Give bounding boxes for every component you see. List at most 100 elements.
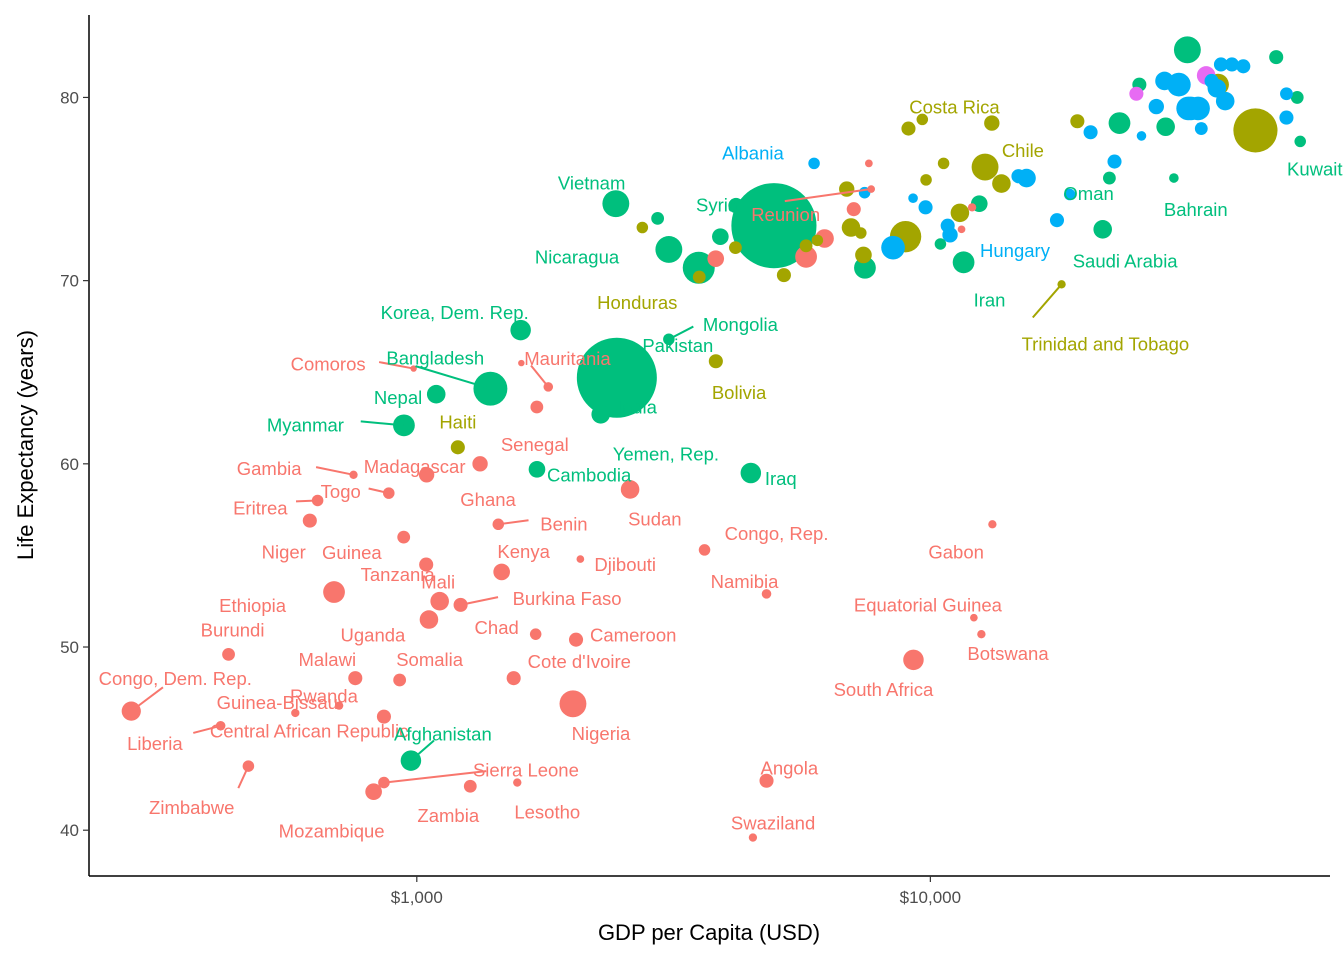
data-point [1215, 91, 1235, 111]
point-label: Malawi [299, 649, 357, 670]
point-label: Namibia [711, 571, 780, 592]
data-point [450, 440, 465, 455]
label-leader-line [530, 364, 550, 388]
point-label: Sierra Leone [473, 760, 579, 781]
data-point [1194, 122, 1208, 135]
point-label: Guinea [322, 542, 382, 563]
data-point [291, 708, 300, 718]
data-point [576, 337, 657, 418]
point-label: Rwanda [290, 686, 359, 707]
point-label: Togo [321, 481, 361, 502]
point-label: South Africa [834, 679, 934, 700]
point-label: Somalia [396, 649, 464, 670]
y-axis-title: Life Expectancy (years) [13, 330, 38, 560]
point-label: Angola [761, 758, 819, 779]
point-label: Chile [1002, 140, 1044, 161]
label-leader-line [237, 765, 250, 789]
x-tick-label: $1,000 [391, 888, 443, 907]
data-point [636, 221, 649, 234]
data-point [698, 544, 711, 556]
data-point [920, 174, 932, 186]
data-point [620, 480, 640, 499]
point-label: Cambodia [547, 464, 632, 485]
point-label: Ghana [460, 489, 516, 510]
point-label: Oman [1063, 183, 1113, 204]
data-point [712, 228, 729, 245]
point-label: Congo, Rep. [725, 523, 829, 544]
data-point [472, 456, 488, 472]
data-point [967, 203, 977, 212]
y-tick-label: 40 [60, 821, 79, 840]
data-point [934, 238, 947, 250]
point-label: Kuwait [1287, 158, 1343, 179]
label-leader-line [784, 188, 872, 203]
data-point [568, 632, 584, 647]
data-point [901, 121, 916, 136]
data-point [839, 181, 855, 197]
label-leader-line [360, 420, 405, 427]
data-point [418, 467, 435, 483]
point-label: Myanmar [267, 414, 344, 435]
data-point [1070, 114, 1085, 129]
point-label: Niger [262, 542, 306, 563]
point-label: Kenya [497, 541, 550, 562]
data-point [510, 319, 531, 341]
point-label: Congo, Dem. Rep. [99, 668, 252, 689]
data-point [365, 783, 382, 801]
point-label: Ethiopia [219, 595, 287, 616]
data-point [1279, 110, 1294, 125]
data-point [334, 701, 344, 710]
data-point [453, 597, 468, 612]
data-point [776, 268, 791, 283]
point-label: Zimbabwe [149, 797, 234, 818]
data-point [918, 200, 933, 215]
data-point [529, 628, 542, 640]
data-point [1294, 135, 1306, 148]
point-label: Uganda [341, 625, 407, 646]
point-label: Burkina Faso [513, 588, 622, 609]
point-label: Djibouti [594, 554, 656, 575]
point-label: Sudan [628, 508, 682, 529]
data-point [559, 690, 587, 718]
point-label: Cameroon [590, 625, 676, 646]
data-point [1155, 71, 1174, 91]
data-point [1108, 112, 1131, 134]
point-label: Nepal [374, 387, 422, 408]
data-point [916, 113, 929, 126]
data-point [707, 250, 725, 267]
data-point [1107, 154, 1122, 169]
data-point [1083, 125, 1098, 140]
point-label: Mozambique [279, 821, 385, 842]
point-label: Pakistan [642, 335, 713, 356]
point-label: Comoros [291, 354, 366, 375]
point-label: Bangladesh [386, 348, 484, 369]
label-leader-line [415, 365, 491, 390]
data-point [940, 218, 955, 233]
data-point [1236, 59, 1251, 74]
data-point [808, 157, 820, 170]
data-point [419, 557, 434, 572]
label-leader-line [460, 596, 499, 606]
data-point [748, 833, 758, 842]
data-point [759, 773, 774, 788]
data-point [1186, 96, 1210, 121]
point-label: Hungary [980, 240, 1051, 261]
data-point [682, 251, 715, 284]
data-point [1169, 173, 1179, 183]
point-label: Cote d'Ivoire [528, 651, 631, 672]
data-point [865, 159, 873, 168]
point-label: Bolivia [712, 382, 767, 403]
data-point [393, 673, 407, 687]
data-point [419, 610, 439, 629]
data-point [591, 405, 610, 424]
point-label: Madagascar [364, 456, 466, 477]
point-label: Yemen, Rep. [613, 443, 719, 464]
label-leader-line [410, 739, 435, 762]
data-point [426, 384, 446, 404]
data-point [463, 779, 477, 793]
data-point [937, 157, 950, 170]
data-point [430, 591, 449, 611]
data-point [692, 270, 706, 284]
data-point [651, 211, 665, 225]
label-leader-line [130, 686, 164, 712]
